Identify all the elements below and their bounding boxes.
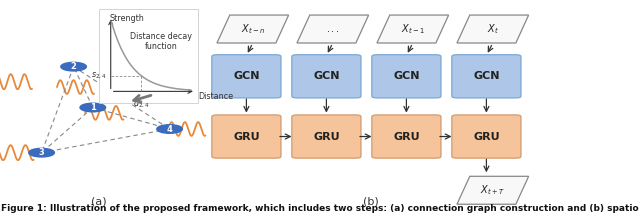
Text: $...$: $...$ [326,24,340,34]
Polygon shape [217,15,289,43]
FancyBboxPatch shape [452,55,521,98]
Polygon shape [457,176,529,204]
Text: GCN: GCN [313,71,340,81]
FancyBboxPatch shape [372,115,441,158]
Text: (b): (b) [364,196,379,206]
Text: $X_{t-1}$: $X_{t-1}$ [401,22,425,36]
Text: $X_t$: $X_t$ [487,22,499,36]
FancyBboxPatch shape [212,115,281,158]
Text: Distance decay
function: Distance decay function [130,32,192,51]
Text: Distance: Distance [198,92,234,101]
Text: 2: 2 [70,62,77,71]
Text: GRU: GRU [393,132,420,141]
Text: GRU: GRU [313,132,340,141]
Text: $d_{2,4}$: $d_{2,4}$ [133,80,152,92]
Text: GCN: GCN [473,71,500,81]
Text: Figure 1: Illustration of the proposed framework, which includes two steps: (a) : Figure 1: Illustration of the proposed f… [1,204,638,213]
Text: $d_{2,4}$: $d_{2,4}$ [132,97,150,110]
FancyBboxPatch shape [372,55,441,98]
Text: GRU: GRU [233,132,260,141]
Text: (a): (a) [92,196,107,206]
Circle shape [61,62,86,71]
FancyBboxPatch shape [292,115,361,158]
Text: GCN: GCN [393,71,420,81]
Polygon shape [377,15,449,43]
Text: Strength: Strength [109,14,144,23]
Text: 4: 4 [166,124,173,134]
Text: GCN: GCN [233,71,260,81]
Text: $X_{t-n}$: $X_{t-n}$ [241,22,265,36]
Text: $s_{2,4}$: $s_{2,4}$ [91,71,107,81]
Circle shape [157,125,182,133]
Polygon shape [99,9,198,103]
Circle shape [80,103,106,112]
Text: 3: 3 [39,148,44,157]
FancyBboxPatch shape [452,115,521,158]
Text: GRU: GRU [473,132,500,141]
Text: 1: 1 [90,103,96,112]
Text: $X_{t+T}$: $X_{t+T}$ [481,183,505,197]
Polygon shape [297,15,369,43]
FancyBboxPatch shape [292,55,361,98]
Polygon shape [457,15,529,43]
Circle shape [29,148,54,157]
FancyBboxPatch shape [212,55,281,98]
